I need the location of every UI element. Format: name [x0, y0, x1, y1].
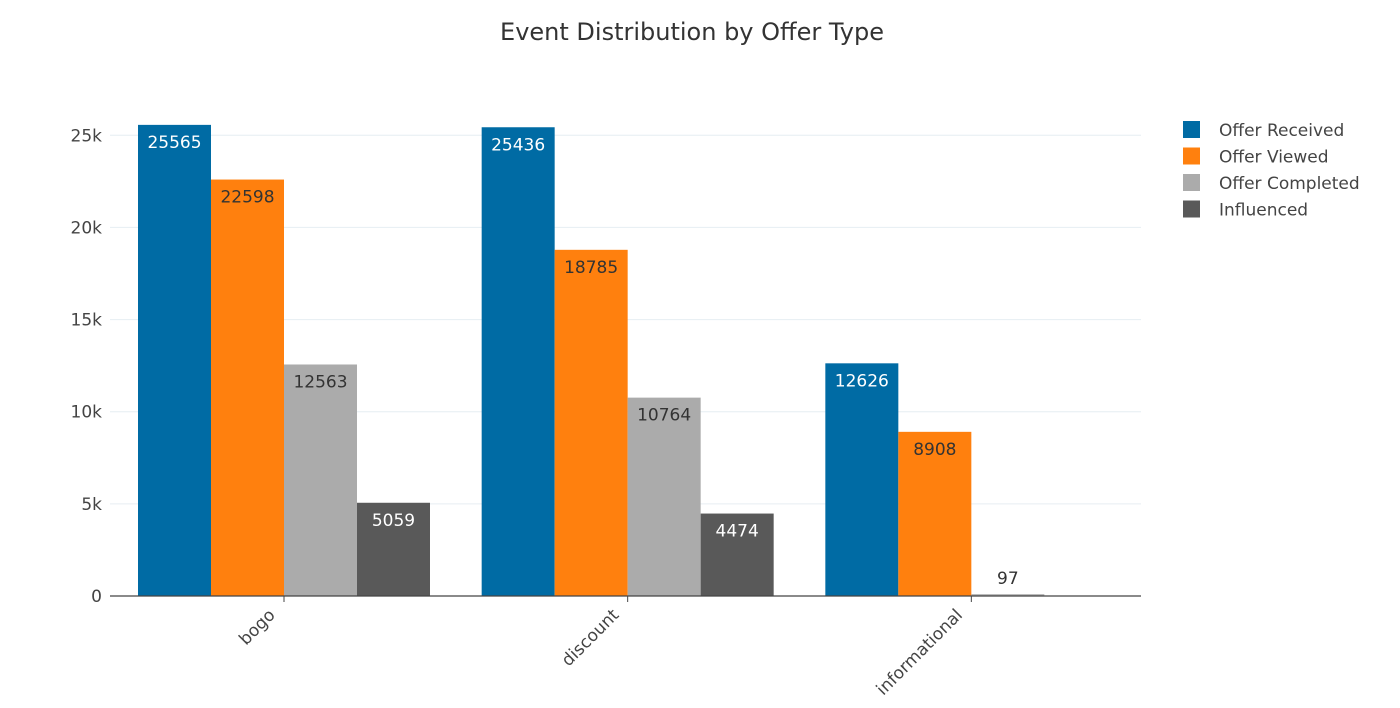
bar-value-label: 8908	[913, 440, 956, 460]
legend-swatch	[1183, 121, 1200, 138]
bar	[627, 397, 701, 596]
y-tick-label: 0	[91, 587, 102, 607]
y-tick-label: 20k	[71, 218, 103, 238]
y-tick-label: 10k	[71, 403, 103, 423]
bars	[138, 124, 1045, 597]
bar-value-label: 12626	[835, 371, 889, 391]
bar	[357, 502, 430, 596]
bar-value-label: 5059	[372, 511, 415, 531]
y-tick-label: 15k	[71, 311, 103, 331]
bar-value-label: 10764	[637, 406, 691, 426]
legend-label: Offer Completed	[1219, 174, 1360, 194]
y-tick-label: 5k	[81, 495, 102, 515]
x-tick-label: bogo	[235, 605, 279, 649]
legend-label: Offer Received	[1219, 121, 1344, 141]
chart-title: Event Distribution by Offer Type	[500, 18, 884, 46]
bar-value-label: 22598	[220, 188, 274, 208]
legend-swatch	[1183, 147, 1200, 165]
bar	[284, 364, 357, 596]
bar	[138, 124, 211, 597]
bar	[898, 431, 972, 596]
legend: Offer Received Offer Viewed Offer Complete…	[1183, 121, 1360, 221]
x-tick-label: informational	[873, 605, 967, 699]
legend-swatch	[1183, 174, 1200, 191]
bar-value-label: 97	[997, 569, 1019, 589]
bar	[211, 179, 284, 596]
y-tick-label: 25k	[71, 126, 103, 146]
bar-value-label: 25436	[491, 135, 545, 155]
bar	[825, 363, 899, 596]
legend-label: Influenced	[1219, 201, 1308, 221]
bar-value-label: 12563	[293, 372, 347, 392]
x-tick-label: discount	[558, 605, 624, 671]
bar-value-label: 4474	[716, 522, 759, 542]
bar-value-label: 18785	[564, 258, 618, 278]
bar	[481, 127, 555, 596]
bar-value-label: 25565	[147, 133, 201, 153]
bar	[554, 249, 628, 597]
bar	[700, 513, 774, 596]
bar-labels: 25565 22598 12563 5059 25436 18785 10764 4474 12…	[147, 133, 1018, 589]
legend-label: Offer Viewed	[1219, 148, 1329, 168]
bar	[971, 594, 1045, 596]
legend-swatch	[1183, 200, 1200, 218]
